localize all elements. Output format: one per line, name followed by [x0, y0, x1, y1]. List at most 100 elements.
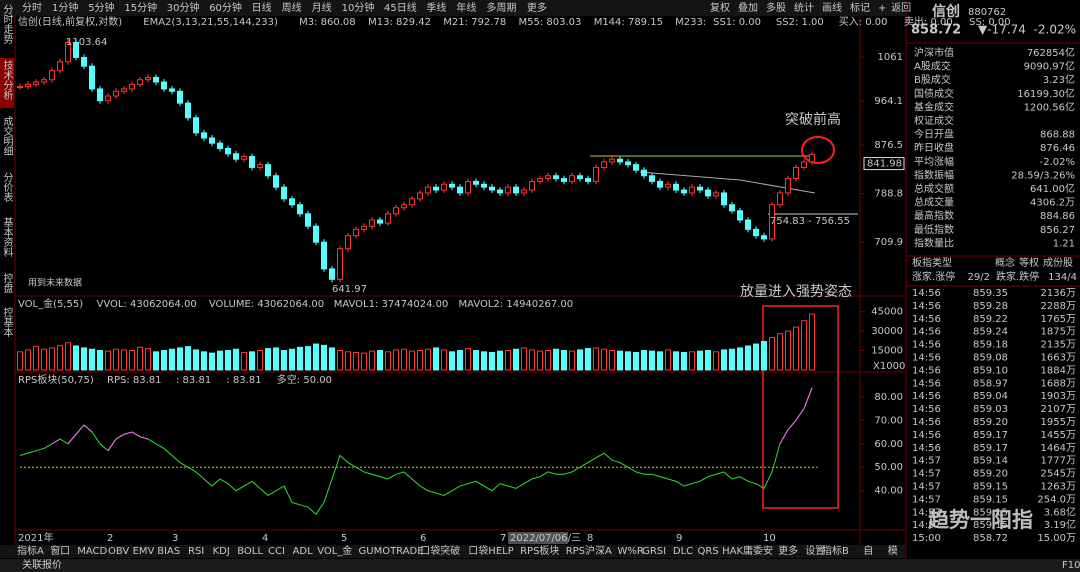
tick-time: 15:00 — [912, 533, 941, 544]
volume-bar — [265, 348, 271, 371]
indicator-tab[interactable]: W%R — [618, 546, 644, 557]
rps-high-segment — [115, 433, 125, 440]
indicator-tab[interactable]: RPS板块 — [520, 544, 559, 557]
volume-bar — [409, 350, 415, 371]
indicator-tab[interactable]: OBV — [108, 546, 129, 557]
indicator-tab[interactable]: GUMOTRADE — [359, 546, 424, 557]
period-tab[interactable]: 30分钟 — [167, 1, 200, 14]
period-tab[interactable]: 5分钟 — [88, 1, 114, 14]
indicator-tab[interactable]: ADL — [293, 546, 314, 557]
indicator-tab[interactable]: 自 — [863, 544, 873, 557]
indicator-tab[interactable]: VOL_金 — [317, 544, 352, 557]
candle — [497, 189, 503, 194]
indicator-tab[interactable]: DLC — [673, 546, 693, 557]
indicator-tab[interactable]: RSI — [188, 546, 204, 557]
candle — [561, 178, 567, 182]
tick-volume: 1663万 — [1041, 353, 1076, 364]
tick-volume: 1903万 — [1041, 391, 1076, 402]
candle — [657, 180, 663, 188]
volume-bar — [713, 351, 719, 371]
tick-volume: 2288万 — [1041, 301, 1076, 312]
indicator-tab[interactable]: CCI — [268, 546, 285, 557]
candle — [161, 81, 167, 90]
toolbar-action[interactable]: 标记 — [850, 2, 870, 14]
tick-price: 859.15 — [973, 507, 1008, 518]
period-tab[interactable]: 日线 — [252, 1, 272, 14]
indicator-tab[interactable]: BIAS — [157, 546, 180, 557]
indicator-tab[interactable]: RPS沪深A — [566, 544, 612, 557]
date-label: 9 — [676, 533, 682, 544]
indicator-tab[interactable]: EMV — [133, 546, 155, 557]
legend-item: VVOL: 43062064.00 — [97, 299, 197, 310]
period-tab[interactable]: 分时 — [22, 2, 42, 14]
side-tab[interactable]: 控基本 — [1, 306, 13, 338]
candle — [137, 79, 143, 85]
toolbar-action[interactable]: + — [878, 3, 886, 14]
indicator-tab[interactable]: KDJ — [213, 546, 230, 557]
volume-bar — [193, 349, 199, 371]
y-tick-label: 788.8 — [874, 189, 903, 200]
annotation: 1103.64 — [66, 37, 107, 48]
candle — [609, 158, 615, 163]
indicator-tab[interactable]: QRS — [698, 546, 719, 557]
period-tab[interactable]: 10分钟 — [342, 1, 375, 14]
rps-high-segment — [107, 438, 117, 452]
period-tab[interactable]: 60分钟 — [209, 1, 242, 14]
side-tab[interactable]: 控盘 — [1, 272, 13, 293]
period-tab[interactable]: 周线 — [282, 1, 302, 14]
indicator-tab[interactable]: GRSI — [642, 546, 666, 557]
toolbar-action[interactable]: 画线 — [822, 1, 842, 14]
annotation: 放量进入强势姿态 — [740, 284, 852, 300]
period-tab[interactable]: 更多 — [527, 1, 547, 14]
indicator-tab[interactable]: 口袋突破 — [420, 544, 460, 557]
candle — [761, 235, 767, 240]
tick-price: 859.35 — [973, 288, 1008, 299]
period-tab[interactable]: 1分钟 — [52, 1, 78, 14]
indicator-tab[interactable]: HAK庸委安 — [722, 544, 773, 557]
legend-item: SS: 0.00 — [969, 17, 1011, 28]
stat-label: 最低指数 — [914, 223, 954, 236]
candle — [529, 180, 535, 191]
indicator-tab[interactable]: 模 — [888, 545, 898, 557]
side-tab[interactable]: 分价表 — [1, 172, 13, 203]
toolbar-action[interactable]: 统计 — [794, 1, 814, 14]
side-tab[interactable]: 基本资料 — [1, 216, 13, 258]
indicator-tab[interactable]: 更多 — [778, 544, 798, 557]
candle — [297, 204, 303, 215]
period-tab[interactable]: 15分钟 — [124, 1, 157, 14]
tick-volume: 15.00万 — [1037, 533, 1076, 544]
volume-bar — [417, 350, 423, 371]
volume-bar — [121, 349, 127, 371]
indicator-tab[interactable]: BOLL — [237, 546, 263, 557]
side-tab[interactable]: 技术分析 — [1, 59, 13, 101]
indicator-tab[interactable]: 口袋HELP — [468, 544, 513, 557]
indicator-tab[interactable]: MACD — [77, 546, 107, 557]
toolbar-action[interactable]: 多股 — [766, 1, 786, 14]
volume-bar — [353, 351, 359, 371]
candle — [785, 178, 791, 194]
period-tab[interactable]: 45日线 — [384, 1, 417, 14]
breadth-label: 跌家.跌停 — [996, 270, 1039, 283]
indicator-tab[interactable]: 窗口 — [50, 544, 70, 557]
side-tab[interactable]: 成交明细 — [1, 116, 13, 156]
toolbar-action[interactable]: 叠加 — [738, 2, 758, 14]
candle — [553, 175, 559, 180]
candle — [225, 147, 231, 155]
side-tab[interactable]: 分时走势 — [1, 4, 13, 45]
volume-bar — [657, 351, 663, 371]
stat-value: 28.59/3.26% — [1011, 170, 1075, 181]
tick-time: 14:56 — [912, 404, 941, 415]
volume-bar — [577, 349, 583, 371]
period-tab[interactable]: 年线 — [456, 1, 476, 14]
period-tab[interactable]: 月线 — [312, 1, 332, 14]
indicator-tab[interactable]: 设置 — [805, 545, 825, 557]
toolbar-action[interactable]: 复权 — [710, 1, 730, 14]
period-tab[interactable]: 季线 — [426, 1, 446, 14]
panel-title: 信创(日线,前复权,对数) — [18, 15, 122, 28]
indicator-tab[interactable]: 指标A — [17, 544, 44, 557]
period-tab[interactable]: 多周期 — [486, 1, 516, 14]
toolbar-action[interactable]: 返回 — [891, 2, 911, 14]
candle — [393, 207, 399, 215]
indicator-tab[interactable]: 指标B — [822, 544, 849, 557]
volume-bar — [673, 351, 679, 371]
